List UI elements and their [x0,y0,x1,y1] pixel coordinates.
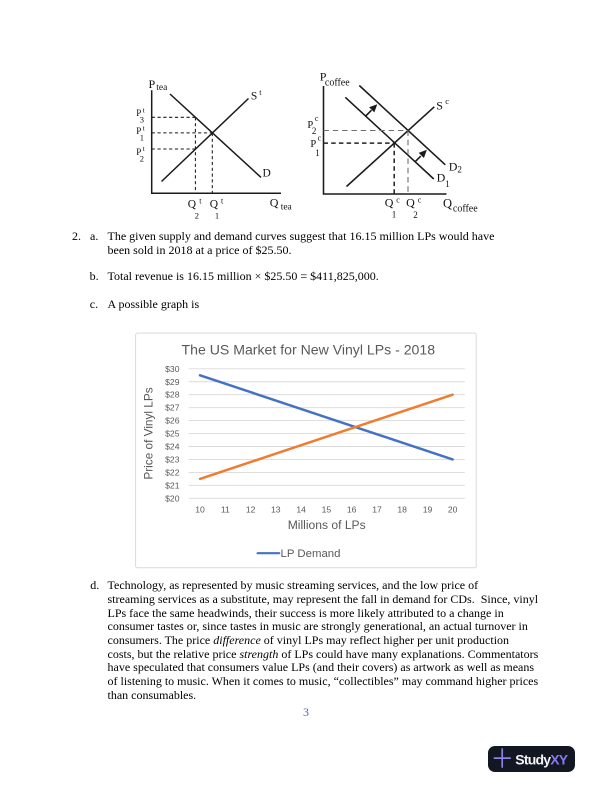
svg-text:tea: tea [281,203,293,213]
svg-text:P: P [136,147,141,157]
svg-text:StudyXY: StudyXY [515,752,568,768]
svg-text:1: 1 [445,179,450,189]
svg-text:Q: Q [443,197,452,211]
svg-text:19: 19 [423,505,433,515]
svg-text:14: 14 [296,505,306,515]
svg-text:$29: $29 [165,377,180,387]
svg-text:LP Demand: LP Demand [281,548,341,560]
svg-text:P: P [320,70,327,84]
svg-text:2: 2 [312,126,317,136]
svg-text:1: 1 [215,210,219,220]
svg-text:2: 2 [195,210,199,220]
svg-text:S: S [436,99,443,113]
svg-text:The US Market for New Vinyl LP: The US Market for New Vinyl LPs - 2018 [182,342,436,358]
svg-text:P: P [310,139,316,150]
svg-text:$21: $21 [165,480,180,490]
svg-text:Q: Q [210,199,219,211]
svg-text:S: S [251,90,257,102]
svg-text:1: 1 [392,210,397,220]
svg-text:1: 1 [315,148,320,158]
svg-text:2: 2 [457,164,462,174]
svg-text:Price of Vinyl LPs: Price of Vinyl LPs [142,387,156,479]
svg-text:coffee: coffee [325,77,350,88]
svg-text:$22: $22 [165,467,180,477]
svg-text:2: 2 [413,210,418,220]
svg-text:P: P [149,77,156,91]
svg-text:18: 18 [397,505,407,515]
svg-text:c: c [418,195,422,204]
svg-text:12: 12 [246,505,256,515]
svg-text:D: D [449,159,458,173]
svg-text:t: t [143,105,146,114]
svg-text:c: c [315,114,319,123]
svg-text:11: 11 [221,505,230,515]
svg-text:Q: Q [406,196,415,210]
svg-text:Q: Q [385,196,394,210]
svg-text:tea: tea [156,83,168,93]
svg-text:D: D [263,168,271,180]
svg-text:Millions of LPs: Millions of LPs [288,518,366,532]
svg-text:P: P [136,108,141,118]
svg-text:Q: Q [270,196,279,210]
svg-text:2: 2 [140,153,144,163]
svg-text:t: t [199,196,202,205]
svg-text:$26: $26 [165,416,180,426]
svg-text:$23: $23 [165,454,180,464]
svg-text:t: t [259,88,262,97]
svg-text:17: 17 [372,505,382,515]
svg-text:$25: $25 [165,429,180,439]
svg-text:c: c [396,195,400,204]
svg-text:10: 10 [195,505,205,515]
svg-text:t: t [143,144,146,153]
svg-text:13: 13 [271,505,281,515]
svg-text:15: 15 [322,505,332,515]
svg-text:$27: $27 [165,403,180,413]
svg-text:t: t [143,123,146,132]
svg-text:$24: $24 [165,442,180,452]
svg-text:P: P [136,126,141,136]
svg-text:3: 3 [140,115,144,125]
svg-text:$28: $28 [165,390,180,400]
svg-text:20: 20 [448,505,458,515]
svg-text:$20: $20 [165,493,180,503]
svg-text:t: t [221,196,224,205]
svg-text:c: c [318,133,322,142]
svg-text:$30: $30 [165,364,180,374]
svg-text:coffee: coffee [453,204,478,215]
svg-text:P: P [307,120,313,131]
svg-text:Q: Q [188,199,197,211]
svg-text:1: 1 [140,133,144,143]
svg-text:16: 16 [347,505,357,515]
svg-text:c: c [445,96,449,106]
svg-text:D: D [437,171,446,185]
